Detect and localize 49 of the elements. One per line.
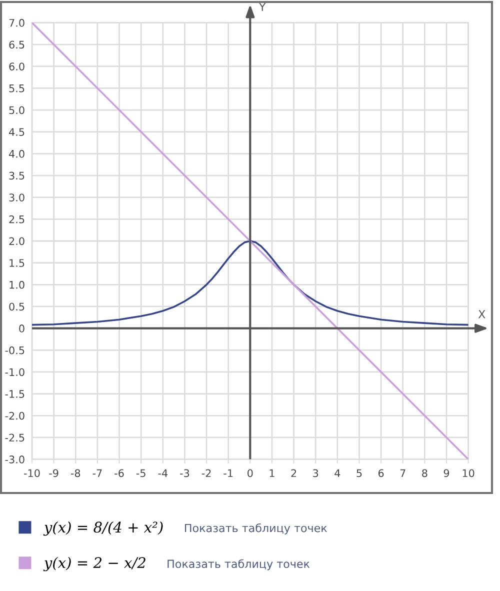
x-tick-label: -1 bbox=[224, 469, 233, 477]
legend-label: y(x) = 2 − x/2 bbox=[43, 556, 146, 572]
y-tick-label: 1.0 bbox=[10, 280, 24, 289]
y-tick-label: -0.5 bbox=[5, 346, 24, 354]
x-tick-label: 8 bbox=[422, 469, 428, 478]
y-tick-label: 2.0 bbox=[9, 237, 24, 246]
x-tick-label: -9 bbox=[49, 469, 58, 478]
y-tick-label: 4.5 bbox=[9, 128, 24, 136]
y-tick-label: 6.0 bbox=[9, 62, 24, 70]
x-tick-label: 10 bbox=[462, 469, 474, 478]
y-tick-label: 0.5 bbox=[9, 302, 24, 311]
x-tick-label: 6 bbox=[378, 469, 384, 478]
x-tick-label: -8 bbox=[70, 469, 80, 478]
x-tick-label: 3 bbox=[313, 469, 318, 478]
y-axis-title: Y bbox=[258, 2, 266, 11]
x-tick-label: 0 bbox=[248, 469, 253, 478]
x-axis-title: X bbox=[478, 310, 486, 318]
text: Показать таблицу точек bbox=[168, 559, 310, 570]
y-tick-label: 0 bbox=[19, 324, 24, 332]
y-tick-label: 2.5 bbox=[9, 215, 24, 224]
y-tick-label: -2.5 bbox=[5, 434, 24, 442]
y-tick-label: -1.0 bbox=[5, 368, 24, 376]
y-tick-label: 4.0 bbox=[9, 150, 24, 158]
y-tick-label: 7.0 bbox=[9, 18, 24, 27]
x-tick-label: 9 bbox=[444, 469, 450, 478]
y-tick-label: -1.5 bbox=[5, 390, 24, 398]
y-tick-label: 3.0 bbox=[9, 194, 24, 202]
y-tick-label: -2.0 bbox=[5, 412, 24, 420]
x-tick-label: -6 bbox=[114, 469, 124, 478]
x-tick-label: -4 bbox=[158, 469, 168, 477]
x-tick-label: -3 bbox=[180, 469, 190, 478]
text: Показать таблицу точек bbox=[185, 523, 327, 534]
x-tick-label: 7 bbox=[400, 469, 406, 477]
x-tick-label: 4 bbox=[334, 469, 340, 477]
y-tick-label: 5.5 bbox=[9, 84, 24, 92]
x-tick-label: -2 bbox=[202, 469, 211, 477]
y-tick-label: 1.5 bbox=[10, 259, 24, 267]
y-tick-label: -3.0 bbox=[5, 456, 24, 464]
y-tick-label: 6.5 bbox=[9, 40, 24, 49]
x-tick-label: -5 bbox=[136, 469, 146, 478]
x-tick-label: 2 bbox=[291, 469, 296, 477]
legend-label: y(x) = 8/(4 + x²) bbox=[43, 521, 163, 536]
x-tick-label: -7 bbox=[92, 469, 102, 477]
x-tick-label: 5 bbox=[356, 469, 362, 478]
y-tick-label: 5.0 bbox=[9, 106, 24, 114]
line-series bbox=[32, 240, 468, 326]
x-tick-label: -10 bbox=[24, 469, 40, 478]
y-tick-label: 3.5 bbox=[9, 172, 24, 180]
x-tick-label: 1 bbox=[270, 469, 274, 477]
